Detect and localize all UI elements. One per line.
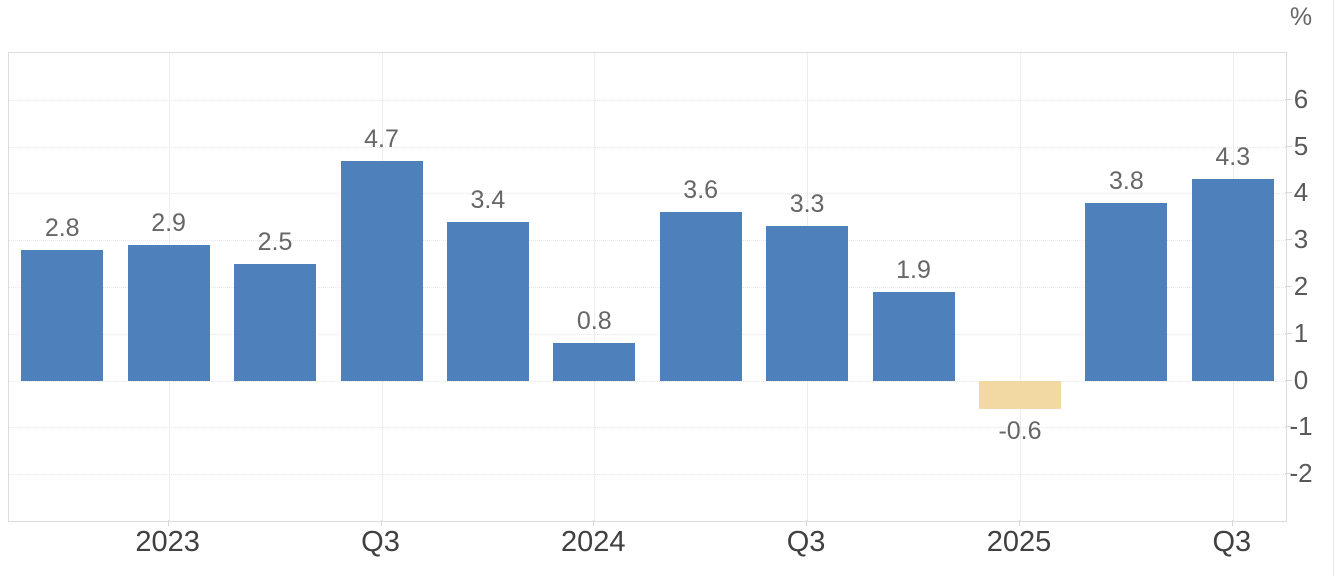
y-axis-tick bbox=[1285, 98, 1292, 100]
y-axis-label: 6 bbox=[1293, 83, 1309, 114]
x-axis-label: Q3 bbox=[786, 526, 826, 558]
y-axis-label: 0 bbox=[1293, 364, 1309, 395]
bar-value-label: 2.5 bbox=[257, 227, 293, 256]
horizontal-gridline bbox=[9, 427, 1286, 429]
bar[interactable] bbox=[234, 263, 316, 381]
x-axis-label: 2025 bbox=[986, 526, 1052, 558]
bar[interactable] bbox=[659, 212, 742, 381]
horizontal-gridline bbox=[9, 193, 1286, 195]
y-axis-tick bbox=[1285, 426, 1292, 428]
y-axis-tick bbox=[1285, 286, 1292, 287]
bar-value-label: 3.8 bbox=[1109, 166, 1144, 195]
x-axis-tick bbox=[593, 520, 595, 526]
bar[interactable] bbox=[553, 343, 636, 381]
horizontal-gridline bbox=[9, 240, 1286, 242]
horizontal-gridline bbox=[9, 146, 1286, 148]
y-axis-label: 2 bbox=[1293, 271, 1309, 301]
horizontal-gridline bbox=[9, 99, 1286, 101]
y-axis-tick bbox=[1285, 332, 1292, 334]
bar[interactable] bbox=[1191, 179, 1274, 381]
bar-value-label: 4.3 bbox=[1215, 143, 1251, 172]
x-axis-label: Q3 bbox=[361, 526, 400, 558]
horizontal-gridline bbox=[9, 333, 1286, 335]
y-axis-label: 3 bbox=[1293, 224, 1309, 255]
y-axis-label: 4 bbox=[1293, 177, 1309, 208]
horizontal-gridline bbox=[9, 287, 1286, 288]
y-axis-tick bbox=[1285, 473, 1292, 475]
bar-value-label: 1.9 bbox=[896, 255, 931, 284]
y-axis-tick bbox=[1285, 379, 1292, 381]
x-axis-tick bbox=[1019, 520, 1020, 526]
bar[interactable] bbox=[766, 226, 849, 381]
horizontal-gridline bbox=[9, 380, 1286, 382]
y-axis-tick bbox=[1285, 145, 1292, 147]
x-axis-tick bbox=[380, 520, 382, 526]
page-edge-divider bbox=[1333, 0, 1334, 576]
plot-area: 2.8 2.9 2.5 4.7 3.4 0.8 3.6 3.3 1.9 -0.6 3.8 4.3 bbox=[8, 52, 1287, 522]
bar[interactable] bbox=[340, 160, 423, 381]
bar-value-label: 3.4 bbox=[470, 185, 506, 214]
bar-value-label: 2.8 bbox=[44, 213, 80, 242]
bar-value-label: -0.6 bbox=[998, 416, 1042, 445]
y-axis-label: -2 bbox=[1289, 458, 1313, 489]
y-axis-label: -1 bbox=[1289, 411, 1313, 442]
bar[interactable] bbox=[1085, 202, 1168, 381]
y-axis-label: 5 bbox=[1293, 130, 1309, 161]
y-axis-unit-label: % bbox=[1289, 3, 1313, 31]
bar[interactable] bbox=[21, 249, 104, 381]
bar-value-label: 3.6 bbox=[683, 176, 719, 205]
bar[interactable] bbox=[872, 291, 955, 381]
bar[interactable] bbox=[979, 380, 1061, 409]
bar[interactable] bbox=[446, 221, 529, 381]
x-axis-tick bbox=[1231, 520, 1233, 526]
x-axis-label: 2024 bbox=[561, 526, 626, 558]
y-axis-label: 1 bbox=[1293, 317, 1309, 348]
x-axis-label: 2023 bbox=[135, 526, 200, 558]
horizontal-gridline bbox=[9, 474, 1286, 476]
y-axis-tick bbox=[1285, 239, 1292, 241]
x-axis-tick bbox=[167, 520, 169, 526]
bar-value-label: 3.3 bbox=[789, 190, 825, 219]
y-axis-tick bbox=[1285, 192, 1292, 194]
bar-value-label: 0.8 bbox=[576, 307, 612, 336]
bar-value-label: 2.9 bbox=[151, 208, 186, 237]
bar-value-label: 4.7 bbox=[364, 124, 399, 153]
x-axis-label: Q3 bbox=[1212, 526, 1252, 558]
x-axis-tick bbox=[806, 520, 808, 526]
bar[interactable] bbox=[127, 244, 210, 381]
